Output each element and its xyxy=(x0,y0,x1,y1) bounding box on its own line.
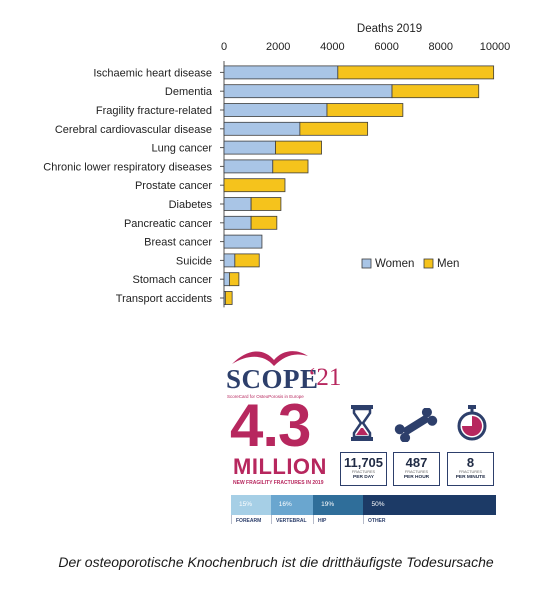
split-tick xyxy=(231,515,232,524)
split-tick xyxy=(271,515,272,524)
category-label: Ischaemic heart disease xyxy=(93,67,212,79)
bar-segment-men xyxy=(337,65,495,80)
headline-caption: NEW FRAGILITY FRACTURES IN 2019 xyxy=(233,480,324,486)
bone-icon xyxy=(394,408,438,442)
bar-segment-women xyxy=(223,121,301,136)
chart-title: Deaths 2019 xyxy=(357,23,422,35)
scope-logo: SCOPE ‘21 ScoreCard for OsteoPorosis in … xyxy=(226,346,356,406)
bar-segment-women xyxy=(223,234,263,249)
x-tick-label: 0 xyxy=(221,41,227,53)
split-label-forearm: FOREARM xyxy=(236,518,262,524)
bar-segment-women xyxy=(223,272,230,287)
x-tick-label: 10000 xyxy=(480,41,511,53)
category-label: Stomach cancer xyxy=(133,274,213,286)
stat-box-per-minute: 8 FRACTURES PER MINUTE xyxy=(447,452,494,486)
bar-segment-women xyxy=(223,215,252,230)
bar-segment-men xyxy=(229,272,240,287)
stacked-bar-chart: Deaths 2019 0 2000 4000 6000 8000 10000 Ischaem… xyxy=(43,23,511,308)
category-label: Suicide xyxy=(176,255,212,267)
bar-segment-men xyxy=(234,253,260,268)
headline-number: 4.3 xyxy=(230,392,311,459)
stat-period: PER MINUTE xyxy=(455,475,486,480)
bar-segment-women xyxy=(223,253,236,268)
legend-swatch xyxy=(423,258,434,269)
split-label-vertebral: VERTEBRAL xyxy=(276,518,307,524)
fracture-split-bar: 15% 16% 19% 50% xyxy=(231,495,496,515)
bar-segment-men xyxy=(250,197,282,211)
bar-segment-women xyxy=(223,103,328,117)
x-tick-label: 4000 xyxy=(320,41,344,53)
bar-segment-women xyxy=(223,197,252,211)
stat-unit: FRACTURES xyxy=(458,470,483,474)
split-segment-hip: 19% xyxy=(313,495,364,515)
hourglass-icon xyxy=(351,405,373,441)
category-label: Prostate cancer xyxy=(135,180,212,192)
category-label: Diabetes xyxy=(169,199,213,211)
legend-label: Men xyxy=(437,258,459,270)
stat-unit: FRACTURES xyxy=(404,470,429,474)
bar-segment-men xyxy=(299,121,369,136)
figure-caption: Der osteoporotische Knochenbruch ist die… xyxy=(58,554,494,570)
split-segment-vertebral: 16% xyxy=(270,495,314,515)
scope-wordmark: SCOPE xyxy=(226,364,319,394)
bar-segment-men xyxy=(272,159,309,174)
legend-label: Women xyxy=(375,258,414,270)
bar-segment-men xyxy=(275,140,322,155)
scope-year: ‘21 xyxy=(308,364,342,391)
split-label-hip: HIP xyxy=(318,518,327,524)
x-tick-label: 6000 xyxy=(374,41,398,53)
bar-segment-women xyxy=(223,84,393,99)
stat-value: 8 xyxy=(466,455,475,470)
split-tick xyxy=(313,515,314,524)
category-label: Cerebral cardiovascular disease xyxy=(55,124,212,136)
stat-unit: FRACTURES xyxy=(351,470,376,474)
stat-value: 11,705 xyxy=(343,455,384,470)
category-label: Dementia xyxy=(165,86,213,98)
category-label: Breast cancer xyxy=(144,237,212,249)
stopwatch-icon xyxy=(457,405,487,441)
split-label-other: OTHER xyxy=(368,518,386,524)
category-label: Fragility fracture-related xyxy=(96,105,212,117)
x-tick-label: 2000 xyxy=(266,41,290,53)
stat-period: PER DAY xyxy=(353,475,374,480)
stat-value: 487 xyxy=(405,455,428,470)
bar-segment-women xyxy=(223,140,276,155)
split-segment-other: 50% xyxy=(363,495,496,515)
bar-segment-women xyxy=(223,159,274,174)
category-label: Chronic lower respiratory diseases xyxy=(43,161,212,173)
bar-segment-men xyxy=(223,178,286,193)
swoosh-icon xyxy=(232,351,308,366)
legend-swatch xyxy=(361,258,372,269)
category-label: Transport accidents xyxy=(116,293,213,305)
bar-segment-men xyxy=(326,103,404,117)
stat-box-per-day: 11,705 FRACTURES PER DAY xyxy=(340,452,387,486)
bar-segment-men xyxy=(224,291,233,305)
category-label: Lung cancer xyxy=(151,143,212,155)
headline-unit: MILLION xyxy=(233,454,327,479)
x-tick-label: 8000 xyxy=(429,41,453,53)
split-tick xyxy=(363,515,364,524)
bar-segment-men xyxy=(250,215,278,230)
bar-segment-men xyxy=(391,84,480,99)
stat-period: PER HOUR xyxy=(403,475,430,480)
scope-subtitle: ScoreCard for OsteoPorosis in Europe xyxy=(227,394,304,399)
split-segment-forearm: 15% xyxy=(231,495,271,515)
stat-box-per-hour: 487 FRACTURES PER HOUR xyxy=(393,452,440,486)
bar-segment-women xyxy=(223,65,339,80)
category-label: Pancreatic cancer xyxy=(124,218,212,230)
